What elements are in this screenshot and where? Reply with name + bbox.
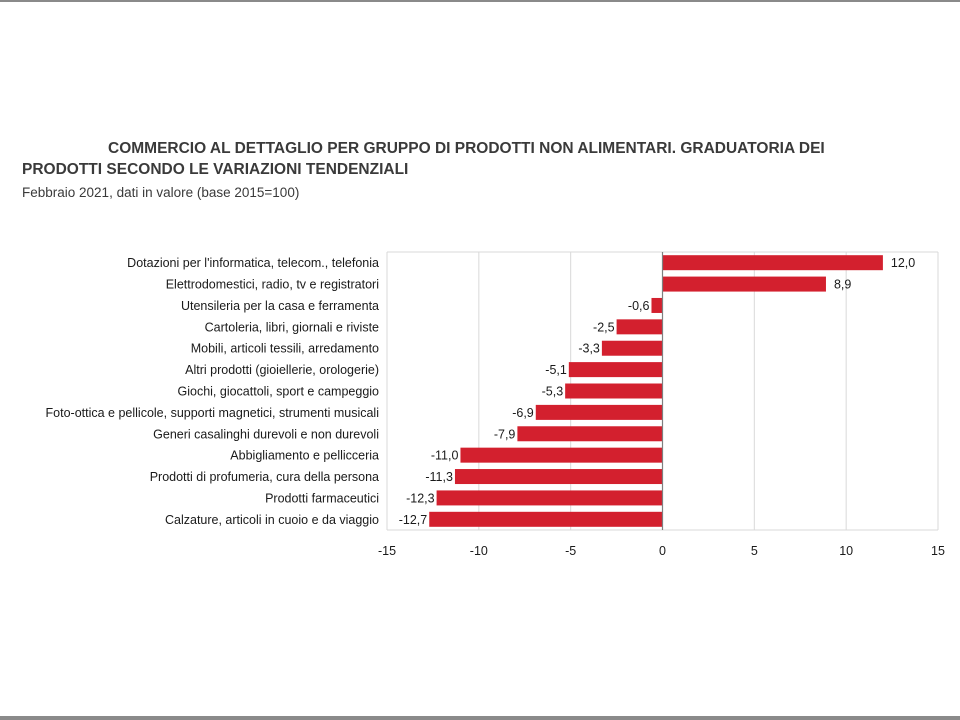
bar-4 [601,340,663,356]
category-label-4: Mobili, articoli tessili, arredamento [191,342,379,356]
data-label-0: 12,0 [891,256,915,270]
x-tick-label-2: -5 [565,544,576,558]
x-tick-label-0: -15 [378,544,396,558]
bar-6 [565,383,663,399]
bar-11 [436,490,663,506]
x-tick-label-1: -10 [470,544,488,558]
data-label-10: -11,3 [425,470,453,484]
category-label-8: Generi casalinghi durevoli e non durevol… [153,427,379,441]
data-label-4: -3,3 [578,342,600,356]
bar-5 [568,362,663,378]
data-label-9: -11,0 [431,449,459,463]
bar-8 [517,426,663,442]
data-label-8: -7,9 [494,427,516,441]
data-label-11: -12,3 [406,491,435,505]
category-label-5: Altri prodotti (gioiellerie, orologerie) [185,363,379,377]
data-label-12: -12,7 [399,513,428,527]
category-label-12: Calzature, articoli in cuoio e da viaggi… [165,513,379,527]
data-label-7: -6,9 [512,406,534,420]
chart-title: COMMERCIO AL DETTAGLIO PER GRUPPO DI PRO… [22,138,922,180]
category-label-1: Elettrodomestici, radio, tv e registrato… [166,278,379,292]
x-tick-label-4: 5 [751,544,758,558]
x-tick-label-6: 15 [931,544,945,558]
category-label-2: Utensileria per la casa e ferramenta [181,299,379,313]
category-label-7: Foto-ottica e pellicole, supporti magnet… [46,406,379,420]
category-label-6: Giochi, giocattoli, sport e campeggio [178,385,380,399]
category-label-0: Dotazioni per l'informatica, telecom., t… [127,256,379,270]
data-label-5: -5,1 [545,363,567,377]
data-label-1: 8,9 [834,278,851,292]
frame-bottom-border [0,716,960,720]
chart-title-line-1: COMMERCIO AL DETTAGLIO PER GRUPPO DI PRO… [108,140,825,157]
bar-3 [616,319,663,335]
bar-7 [535,404,663,420]
category-label-3: Cartoleria, libri, giornali e riviste [205,320,379,334]
chart-subtitle: Febbraio 2021, dati in valore (base 2015… [22,185,300,200]
category-label-9: Abbigliamento e pellicceria [230,449,379,463]
bar-0 [662,255,883,271]
bar-9 [460,447,663,463]
bar-12 [429,511,663,527]
data-label-3: -2,5 [593,320,615,334]
x-tick-label-3: 0 [659,544,666,558]
data-label-2: -0,6 [628,299,650,313]
category-label-11: Prodotti farmaceutici [265,491,379,505]
category-label-10: Prodotti di profumeria, cura della perso… [150,470,379,484]
bar-2 [651,297,663,313]
data-label-6: -5,3 [542,385,564,399]
chart-title-line-2: PRODOTTI SECONDO LE VARIAZIONI TENDENZIA… [22,161,409,178]
bar-1 [662,276,826,292]
frame-top-border [0,0,960,2]
bar-10 [454,469,663,485]
x-tick-label-5: 10 [839,544,853,558]
